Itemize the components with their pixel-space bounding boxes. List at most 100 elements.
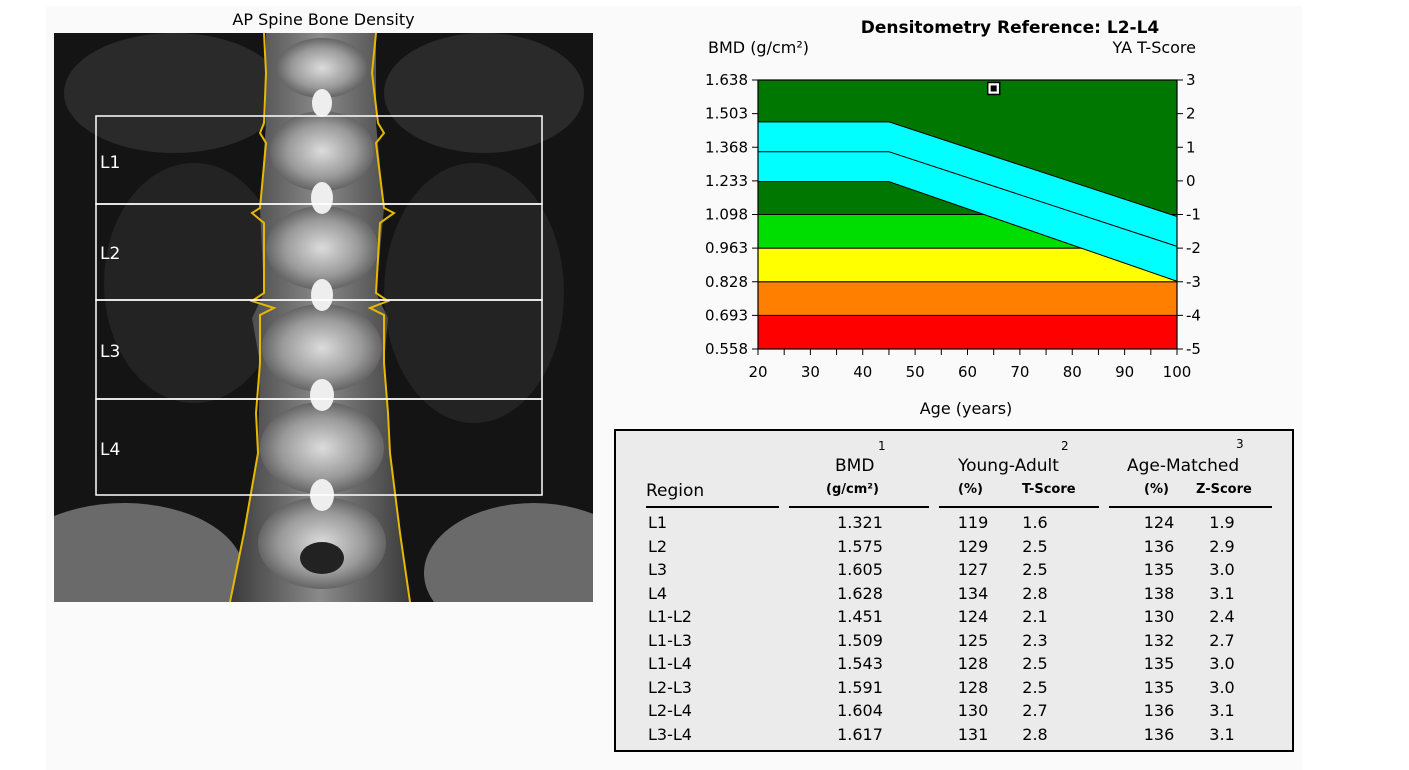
table-row: L1-L3 1.509 125 2.3 132 2.7 (616, 629, 1292, 653)
patient-marker-center (990, 85, 997, 92)
header-am-pct: (%) (1144, 482, 1169, 497)
y2-tick-label: 1 (1186, 138, 1196, 156)
cell-bmd: 1.575 (837, 536, 883, 556)
region-label-l2: L2 (100, 244, 121, 264)
cell-bmd: 1.543 (837, 654, 883, 673)
spine-scan-graphic (54, 33, 593, 602)
header-young-adult: Young-Adult (958, 456, 1059, 476)
table-row: L1-L2 1.451 124 2.1 130 2.4 (616, 605, 1292, 629)
y2-tick-label: -5 (1186, 340, 1201, 358)
cell-am-pct: 135 (1143, 654, 1175, 673)
cell-bmd: 1.604 (837, 701, 883, 720)
cell-tscore: 2.5 (1022, 560, 1048, 579)
densitometry-chart: Densitometry Reference: L2-L4 BMD (g/cm²… (705, 18, 1201, 418)
table-row: L2-L3 1.591 128 2.5 135 3.0 (616, 676, 1292, 700)
y-tick-label: 0.558 (705, 340, 748, 358)
y2-tick-label: 0 (1186, 172, 1196, 190)
footnote-2: 2 (1061, 439, 1069, 453)
cell-zscore: 3.0 (1209, 654, 1235, 673)
x-tick-label: 70 (1010, 363, 1029, 381)
results-rows: L1 1.321 119 1.6 124 1.9 L2 1.575 129 2.5 136 2.9 L3… (616, 511, 1292, 746)
x-tick-label: 20 (748, 363, 767, 381)
cell-tscore: 2.1 (1022, 607, 1048, 626)
table-row: L3-L4 1.617 131 2.8 136 3.1 (616, 723, 1292, 747)
header-bmd: BMD (835, 456, 875, 476)
y-tick-label: 1.503 (705, 105, 748, 123)
cell-bmd: 1.591 (837, 677, 883, 697)
table-row: L2 1.575 129 2.5 136 2.9 (616, 535, 1292, 559)
y2-tick-label: -1 (1186, 206, 1201, 224)
cell-bmd: 1.509 (837, 630, 883, 650)
cell-ya-pct: 119 (957, 513, 989, 532)
table-row: L3 1.605 127 2.5 135 3.0 (616, 558, 1292, 582)
rule-young-adult (939, 506, 1099, 508)
y-tick-label: 1.233 (705, 172, 748, 190)
cell-zscore: 2.7 (1209, 630, 1235, 650)
cell-tscore: 1.6 (1022, 513, 1048, 532)
results-table: 1 2 3 BMD Young-Adult Age-Matched Region… (614, 429, 1294, 752)
cell-am-pct: 135 (1143, 677, 1175, 697)
cell-zscore: 3.1 (1209, 724, 1235, 744)
cell-region: L1 (648, 513, 668, 532)
cell-region: L4 (648, 583, 668, 603)
y-tick-label: 1.368 (705, 138, 748, 156)
x-tick-label: 30 (801, 363, 820, 381)
spine-scan-image: L1 L2 L3 L4 (54, 33, 593, 602)
x-tick-label: 40 (853, 363, 872, 381)
cell-ya-pct: 125 (957, 630, 989, 650)
cell-region: L1-L4 (648, 654, 692, 673)
y2-tick-label: -2 (1186, 239, 1201, 257)
y2-tick-label: -3 (1186, 273, 1201, 291)
cell-ya-pct: 134 (957, 583, 989, 603)
cell-am-pct: 132 (1143, 630, 1175, 650)
cell-tscore: 2.7 (1022, 701, 1048, 720)
table-row: L1 1.321 119 1.6 124 1.9 (616, 511, 1292, 535)
cell-zscore: 2.4 (1209, 607, 1235, 626)
cell-am-pct: 136 (1143, 724, 1175, 744)
header-age-matched: Age-Matched (1127, 456, 1240, 476)
chart-xlabel: Age (years) (920, 399, 1013, 418)
region-label-l1: L1 (100, 153, 121, 173)
cell-ya-pct: 129 (957, 536, 989, 556)
cell-am-pct: 124 (1143, 513, 1175, 532)
cell-zscore: 2.9 (1209, 536, 1235, 556)
cell-bmd: 1.321 (837, 513, 883, 532)
cell-ya-pct: 130 (957, 701, 989, 720)
cell-tscore: 2.8 (1022, 583, 1048, 603)
cell-ya-pct: 127 (957, 560, 989, 579)
rule-bmd (789, 506, 929, 508)
header-region: Region (646, 481, 705, 501)
cell-am-pct: 136 (1143, 536, 1175, 556)
cell-region: L3-L4 (648, 724, 692, 744)
cell-bmd: 1.617 (837, 724, 883, 744)
footnote-3: 3 (1236, 437, 1244, 451)
cell-ya-pct: 128 (957, 677, 989, 697)
cell-region: L1-L3 (648, 630, 692, 650)
y2-tick-label: -4 (1186, 306, 1201, 324)
table-row: L1-L4 1.543 128 2.5 135 3.0 (616, 652, 1292, 676)
cell-region: L3 (648, 560, 668, 579)
header-tscore: T-Score (1022, 482, 1076, 497)
cell-am-pct: 135 (1143, 560, 1175, 579)
cell-tscore: 2.5 (1022, 536, 1048, 556)
y-tick-label: 1.098 (705, 206, 748, 224)
x-tick-label: 90 (1115, 363, 1134, 381)
risk-band-1 (757, 281, 1178, 316)
cell-ya-pct: 128 (957, 654, 989, 673)
x-tick-label: 60 (958, 363, 977, 381)
cell-tscore: 2.5 (1022, 654, 1048, 673)
chart-ylabel: BMD (g/cm²) (708, 38, 809, 57)
y2-tick-label: 2 (1186, 105, 1196, 123)
cell-region: L2-L4 (648, 701, 692, 720)
x-tick-label: 50 (906, 363, 925, 381)
cell-am-pct: 130 (1143, 607, 1175, 626)
cell-ya-pct: 131 (957, 724, 989, 744)
cell-tscore: 2.3 (1022, 630, 1048, 650)
cell-zscore: 3.1 (1209, 583, 1235, 603)
header-zscore: Z-Score (1196, 482, 1252, 497)
cell-region: L1-L2 (648, 607, 692, 626)
region-label-l4: L4 (100, 440, 121, 460)
y-tick-label: 1.638 (705, 71, 748, 89)
table-row: L4 1.628 134 2.8 138 3.1 (616, 582, 1292, 606)
chart-y2label: YA T-Score (1112, 38, 1196, 57)
